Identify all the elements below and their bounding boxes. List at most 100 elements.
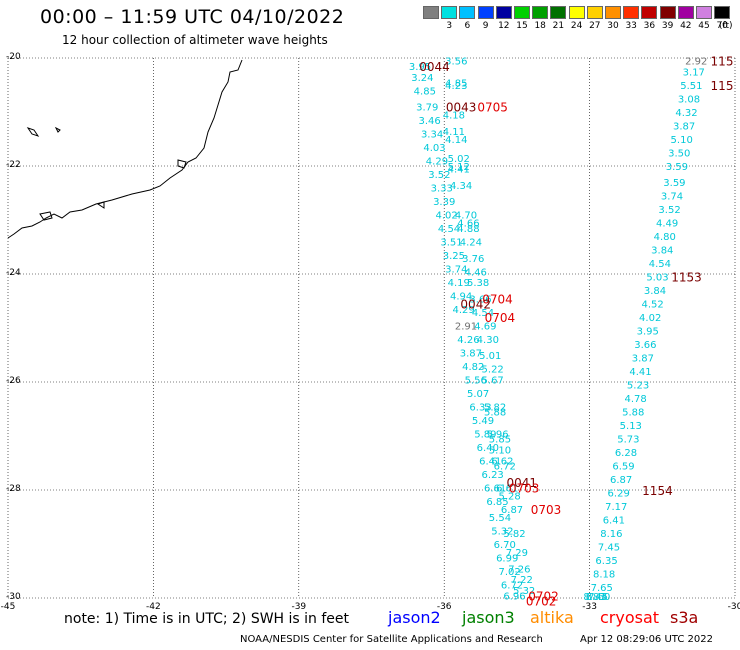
legend-swatch (696, 6, 712, 19)
coast-island (54, 126, 61, 133)
swh-value: 4.54 (438, 224, 460, 235)
swh-value: 3.17 (683, 68, 705, 79)
swh-value: 6.61 (484, 483, 506, 494)
swh-value: 3.39 (433, 197, 455, 208)
map-subtitle: 12 hour collection of altimeter wave hei… (62, 33, 328, 47)
swh-value: 4.24 (460, 238, 482, 249)
swh-value: 4.66 (457, 219, 479, 230)
pass-time-label: 0043 (446, 101, 477, 115)
swh-value: 5.01 (479, 351, 501, 362)
legend-swatch (514, 6, 530, 19)
swh-value: 5.32 (491, 527, 513, 538)
swh-value: 3.66 (634, 340, 656, 351)
swh-value: 4.26 (457, 335, 479, 346)
swh-value: 4.11 (443, 127, 465, 138)
legend-label: 27 (589, 21, 601, 31)
swh-value: 4.34 (450, 181, 472, 192)
swh-value: 5.51 (680, 81, 702, 92)
swh-value: 4.70 (455, 211, 477, 222)
pass-time-label: 0704 (485, 311, 516, 325)
legend-swatch (477, 6, 494, 19)
satellite-jason3: jason3 (462, 608, 515, 627)
swh-value: 3.95 (409, 62, 431, 73)
swh-value: 3.74 (445, 265, 467, 276)
swh-value: 6.40 (477, 443, 499, 454)
latitude-label: -30 (6, 592, 21, 602)
swh-value: 6.23 (482, 470, 504, 481)
swh-value: 6.59 (612, 462, 634, 473)
latitude-label: -22 (6, 160, 21, 170)
swh-value: 7.60 (588, 592, 610, 603)
legend-swatch (641, 6, 658, 19)
swh-value: 3.59 (663, 178, 685, 189)
swh-value: 5.88 (484, 408, 506, 419)
credit-line: NOAA/NESDIS Center for Satellite Applica… (240, 634, 543, 645)
swh-value: 3.52 (658, 205, 680, 216)
longitude-label: -42 (146, 602, 161, 612)
longitude-label: -36 (436, 602, 452, 612)
swh-value: 5.03 (646, 273, 668, 284)
swh-value: 3.56 (445, 57, 467, 68)
legend-label: 70 (716, 21, 728, 31)
swh-value: 4.82 (462, 362, 484, 373)
pass-time-label: 0704 (482, 292, 513, 306)
legend-swatch (623, 6, 640, 19)
swh-value: 6.41 (479, 456, 501, 467)
legend-label: 33 (625, 21, 637, 31)
swh-value: 3.79 (416, 103, 438, 114)
swh-value: 4.32 (675, 108, 697, 119)
swh-value: 5.22 (482, 365, 504, 376)
pass-time-label: 115 (711, 55, 734, 69)
latitude-label: -26 (6, 376, 21, 386)
legend-label: 9 (482, 21, 489, 31)
swh-value: 4.29 (426, 157, 448, 168)
pass-time-label: 0702 (526, 595, 557, 609)
swh-value: 4.02 (639, 313, 661, 324)
swh-value: 7.22 (511, 575, 533, 586)
pass-time-label: 0703 (531, 503, 562, 517)
swh-value: 3.50 (668, 149, 690, 160)
swh-value: 3.25 (443, 251, 465, 262)
legend-label: 21 (552, 21, 565, 31)
swh-value: 4.54 (649, 259, 671, 270)
swh-value: 3.52 (428, 170, 450, 181)
legend-unit: (ft) (719, 21, 733, 31)
swh-value: 4.49 (656, 219, 678, 230)
swh-value: 5.10 (671, 135, 693, 146)
swh-value: 5.73 (617, 435, 639, 446)
legend-swatch (605, 6, 621, 19)
legend-label: 18 (534, 21, 546, 31)
swh-value: 3.34 (421, 130, 443, 141)
longitude-label: -30 (727, 602, 740, 612)
legend-label: 6 (464, 21, 471, 31)
swh-value: 4.69 (474, 321, 496, 332)
legend-swatch (714, 6, 731, 19)
swh-value: 6.33 (469, 402, 491, 413)
legend-label: 36 (643, 21, 656, 31)
swh-value: 6.29 (608, 489, 630, 500)
swh-value: 4.52 (641, 300, 663, 311)
legend-swatch (568, 6, 585, 19)
pass-time-label: 1153 (671, 271, 702, 285)
legend-swatch (495, 6, 512, 19)
swh-value: 3.84 (651, 246, 673, 257)
pass-time-label: 1154 (642, 484, 673, 498)
coast-island (177, 159, 187, 169)
pass-time-label: 115 (711, 79, 734, 93)
swh-value: 5.82 (503, 529, 525, 540)
swh-value: 3.46 (419, 116, 441, 127)
legend-label: 24 (570, 21, 583, 31)
swh-value: 6.41 (603, 516, 625, 527)
swh-value: 6.61 (496, 483, 518, 494)
swh-value: 4.29 (452, 305, 474, 316)
swh-value: 5.96 (486, 429, 508, 440)
swh-value: 4.14 (445, 135, 467, 146)
swh-value: 4.41 (629, 367, 651, 378)
coast-island (39, 211, 53, 221)
pass-time-label: 0044 (419, 60, 450, 74)
swh-value: 7.17 (605, 502, 627, 513)
swh-value: 3.87 (632, 354, 654, 365)
swh-value: 5.10 (489, 446, 511, 457)
satellite-cryosat: cryosat (600, 608, 660, 627)
swh-value: 4.03 (423, 143, 445, 154)
